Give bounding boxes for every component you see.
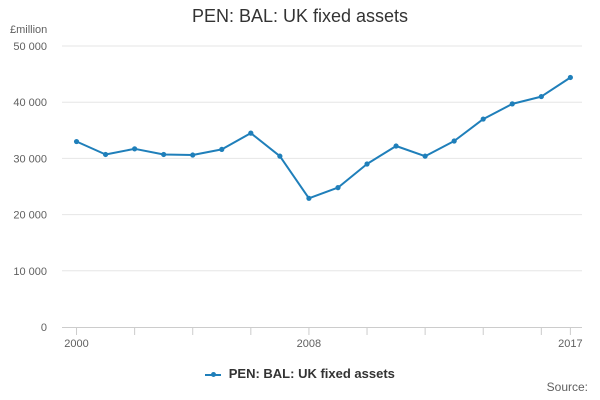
- data-point[interactable]: [509, 101, 515, 107]
- x-tick-label: 2017: [558, 338, 582, 350]
- x-axis: 2000 2008 2017: [62, 327, 583, 350]
- data-point[interactable]: [73, 138, 80, 145]
- data-point[interactable]: [335, 185, 341, 191]
- data-point[interactable]: [248, 130, 254, 136]
- y-axis-unit-label: £million: [10, 24, 48, 36]
- source-label: Source:: [546, 380, 588, 394]
- data-point[interactable]: [480, 116, 486, 122]
- y-axis-ticks: 0 10 000 20 000 30 000 40 000 50 000: [13, 41, 47, 334]
- data-point[interactable]: [306, 195, 312, 201]
- data-point[interactable]: [422, 153, 428, 159]
- series-group: [73, 74, 573, 201]
- y-tick-label: 20 000: [13, 210, 47, 222]
- data-point[interactable]: [161, 151, 167, 158]
- data-point[interactable]: [132, 146, 138, 152]
- x-tick-label: 2008: [297, 338, 321, 350]
- y-tick-label: 10 000: [13, 266, 47, 278]
- data-point[interactable]: [364, 161, 370, 167]
- y-tick-label: 0: [41, 322, 47, 334]
- y-tick-label: 30 000: [13, 153, 47, 165]
- chart-title: PEN: BAL: UK fixed assets: [191, 6, 409, 26]
- data-point[interactable]: [277, 153, 283, 159]
- legend-line-marker-icon: [205, 371, 222, 377]
- gridlines: [62, 45, 582, 272]
- data-point[interactable]: [219, 146, 225, 153]
- y-tick-label: 40 000: [13, 97, 47, 109]
- data-point[interactable]: [451, 138, 457, 144]
- series-line: [76, 76, 571, 200]
- data-point[interactable]: [538, 93, 544, 100]
- data-point[interactable]: [393, 143, 399, 149]
- data-point[interactable]: [567, 74, 573, 81]
- data-point[interactable]: [190, 152, 196, 158]
- data-point[interactable]: [102, 151, 109, 158]
- y-tick-label: 50 000: [13, 41, 47, 53]
- x-tick-label: 2000: [64, 338, 88, 350]
- legend[interactable]: PEN: BAL: UK fixed assets: [0, 366, 600, 381]
- legend-label: PEN: BAL: UK fixed assets: [228, 366, 395, 381]
